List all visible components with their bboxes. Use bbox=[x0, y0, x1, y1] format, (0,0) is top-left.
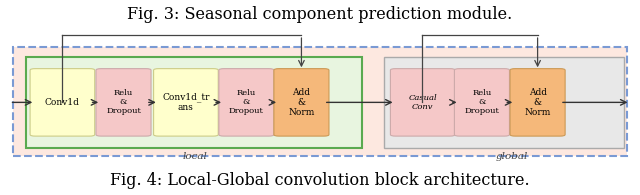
Text: Fig. 3: Seasonal component prediction module.: Fig. 3: Seasonal component prediction mo… bbox=[127, 6, 513, 23]
FancyBboxPatch shape bbox=[390, 69, 455, 136]
FancyBboxPatch shape bbox=[454, 69, 509, 136]
FancyBboxPatch shape bbox=[26, 57, 362, 148]
FancyBboxPatch shape bbox=[154, 69, 218, 136]
Text: Add
&
Norm: Add & Norm bbox=[524, 88, 551, 117]
FancyBboxPatch shape bbox=[96, 69, 151, 136]
FancyBboxPatch shape bbox=[30, 69, 95, 136]
Text: Casual
Conv: Casual Conv bbox=[408, 94, 437, 111]
FancyBboxPatch shape bbox=[274, 69, 329, 136]
FancyBboxPatch shape bbox=[13, 47, 627, 156]
FancyBboxPatch shape bbox=[219, 69, 274, 136]
Text: Conv1d: Conv1d bbox=[45, 98, 80, 107]
Text: Relu
&
Dropout: Relu & Dropout bbox=[106, 90, 141, 115]
FancyBboxPatch shape bbox=[384, 57, 624, 148]
Text: global: global bbox=[496, 152, 528, 161]
Text: local: local bbox=[183, 152, 207, 161]
Text: Conv1d_tr
ans: Conv1d_tr ans bbox=[162, 92, 210, 112]
Text: Add
&
Norm: Add & Norm bbox=[288, 88, 315, 117]
Text: Relu
&
Dropout: Relu & Dropout bbox=[229, 90, 264, 115]
FancyBboxPatch shape bbox=[510, 69, 565, 136]
Text: Relu
&
Dropout: Relu & Dropout bbox=[465, 90, 499, 115]
Text: Fig. 4: Local-Global convolution block architecture.: Fig. 4: Local-Global convolution block a… bbox=[110, 172, 530, 189]
